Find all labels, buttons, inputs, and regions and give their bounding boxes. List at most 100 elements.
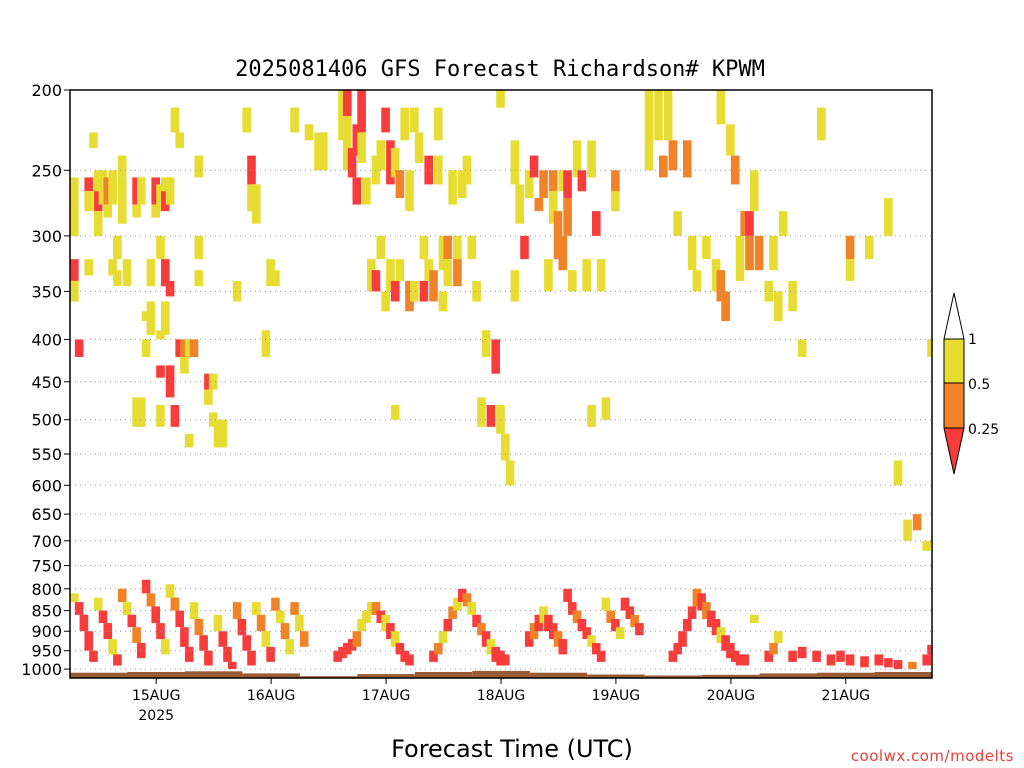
ri-cell-mid — [429, 270, 438, 302]
ri-cell-high — [438, 291, 448, 312]
ri-cell-high — [797, 339, 807, 357]
ri-cell-low — [577, 170, 587, 192]
x-axis-label: Forecast Time (UTC) — [391, 735, 633, 763]
ri-cell-mid — [434, 643, 443, 655]
ri-cell-low — [127, 614, 137, 628]
ri-cell-high — [548, 191, 558, 224]
ri-cell-low — [199, 635, 208, 651]
ri-cell-high — [271, 270, 280, 287]
ri-cell-low — [472, 614, 481, 628]
ri-cell-high — [438, 235, 448, 271]
ri-cell-high — [687, 235, 697, 271]
ri-cell-high — [146, 301, 156, 335]
ri-cell-high — [501, 433, 510, 461]
ground-cell — [414, 672, 473, 678]
ri-cell-low — [548, 623, 558, 640]
ground-cell — [759, 673, 818, 678]
ri-cell-low — [429, 650, 438, 662]
ri-cell-high — [663, 90, 673, 141]
ri-cell-mid — [668, 140, 678, 171]
ri-cell-low — [79, 614, 89, 632]
ri-cell-low — [496, 650, 505, 666]
credit-text: coolwx.com/modelts — [851, 747, 1014, 765]
x-axis-ticks: 15AUG 2025 16AUG 17AUG 18AUG 19AUG 20AUG 21AUG — [132, 678, 870, 724]
ri-cell-low — [673, 643, 682, 655]
ground-cell — [242, 673, 300, 678]
ri-cell-high — [132, 397, 141, 427]
ri-cell-high — [156, 184, 165, 212]
ytick-label-800: 800 — [31, 580, 62, 599]
ri-cell-high — [70, 280, 79, 302]
xtick-sublabel-year: 2025 — [138, 708, 174, 724]
ri-cell-high — [711, 259, 721, 292]
ri-cell-mid — [395, 170, 405, 198]
ri-cell-low — [481, 631, 491, 647]
ri-cell-low — [524, 631, 534, 647]
ri-cell-mid — [146, 593, 156, 607]
ri-cell-low — [352, 124, 362, 156]
ri-cell-low — [237, 619, 247, 636]
ri-cell-high — [170, 107, 180, 133]
ri-cell-high — [390, 631, 400, 647]
ri-cell-low — [180, 627, 189, 647]
ytick-label-500: 500 — [31, 411, 62, 430]
ri-cell-low — [70, 259, 79, 281]
ground-cell — [472, 670, 530, 678]
ground-cell — [357, 674, 415, 678]
ri-cell-high — [587, 405, 596, 427]
ri-cell-high — [424, 259, 433, 281]
ri-cell-mid — [170, 597, 180, 611]
ri-cell-low — [132, 177, 141, 205]
ri-cell-mid — [405, 280, 414, 312]
ri-cell-low — [520, 235, 529, 260]
ri-cell-high — [252, 602, 261, 615]
ri-cell-high — [673, 211, 682, 236]
ri-cell-low — [151, 177, 160, 205]
ground-cell — [184, 671, 243, 678]
ri-cell-low — [218, 631, 228, 647]
ri-cell-high — [390, 148, 400, 178]
ri-cell-low — [927, 644, 932, 655]
ri-cell-mid — [453, 259, 462, 287]
ri-cell-low — [175, 610, 184, 628]
ri-cell-high — [108, 170, 117, 205]
ytick-label-600: 600 — [31, 476, 62, 495]
ri-cell-high — [156, 330, 165, 340]
ri-cell-mid — [912, 514, 922, 531]
ri-cell-high — [122, 602, 132, 615]
ri-cell-high — [457, 170, 467, 198]
ri-cell-high — [434, 107, 443, 141]
ri-cell-mid — [529, 623, 539, 640]
ri-cell-high — [601, 397, 611, 420]
ytick-label-250: 250 — [31, 161, 62, 180]
ri-cell-high — [93, 597, 103, 611]
ri-cell-high — [453, 235, 462, 271]
ground-cell — [874, 672, 932, 678]
ri-cell-low — [247, 650, 256, 666]
ri-cell-mid — [908, 661, 917, 670]
ri-cell-mid — [611, 170, 620, 192]
ri-cell-high — [343, 116, 352, 171]
ri-cell-low — [175, 339, 184, 357]
ri-cell-mid — [539, 170, 548, 198]
ri-cell-high — [319, 132, 328, 171]
ri-cell-low — [333, 650, 342, 662]
ri-cell-mid — [745, 235, 754, 271]
ri-cell-low — [730, 650, 740, 662]
ri-cell-high — [510, 140, 520, 185]
ri-cell-high — [510, 270, 520, 302]
ytick-label-1000: 1000 — [21, 660, 62, 679]
ri-cell-high — [184, 339, 194, 357]
ri-cell-mid — [572, 610, 582, 624]
ytick-label-350: 350 — [31, 282, 62, 301]
ri-cell-low — [625, 606, 635, 619]
ri-cell-high — [845, 259, 855, 281]
ri-cell-low — [558, 639, 568, 655]
ri-cell-low — [745, 211, 754, 236]
ri-cell-low — [544, 614, 553, 632]
ri-cell-high — [141, 339, 151, 357]
ri-cell-high — [304, 124, 314, 141]
ri-cell-high — [362, 610, 371, 624]
ri-cell-low — [419, 280, 429, 302]
ri-cell-mid — [180, 339, 189, 357]
